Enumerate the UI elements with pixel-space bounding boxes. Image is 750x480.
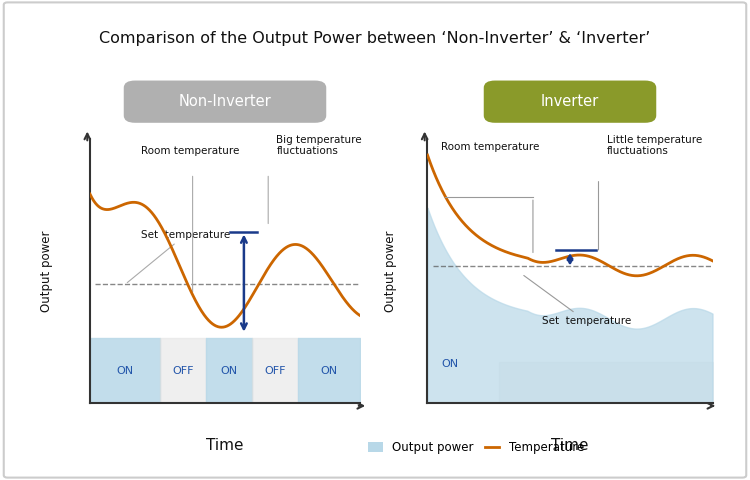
Text: ON: ON [442, 359, 459, 369]
Text: Time: Time [551, 438, 589, 453]
Text: Room temperature: Room temperature [441, 143, 539, 153]
Text: ON: ON [220, 366, 238, 375]
Text: Comparison of the Output Power between ‘Non-Inverter’ & ‘Inverter’: Comparison of the Output Power between ‘… [99, 31, 650, 46]
Legend: Output power, Temperature: Output power, Temperature [364, 436, 589, 459]
Text: Inverter: Inverter [541, 94, 599, 108]
Text: Set  temperature: Set temperature [128, 229, 230, 283]
Text: Output power: Output power [40, 230, 53, 312]
Text: OFF: OFF [264, 366, 286, 375]
Text: Output power: Output power [384, 230, 397, 312]
Text: ON: ON [320, 366, 338, 375]
Text: ON: ON [116, 366, 134, 375]
Text: OFF: OFF [172, 366, 194, 375]
Text: Set  temperature: Set temperature [524, 276, 631, 326]
Text: Non-Inverter: Non-Inverter [178, 94, 272, 108]
Text: Room temperature: Room temperature [141, 146, 239, 156]
Text: Big temperature
fluctuations: Big temperature fluctuations [276, 135, 362, 156]
Text: Time: Time [206, 438, 244, 453]
Text: Little temperature
fluctuations: Little temperature fluctuations [607, 135, 702, 156]
